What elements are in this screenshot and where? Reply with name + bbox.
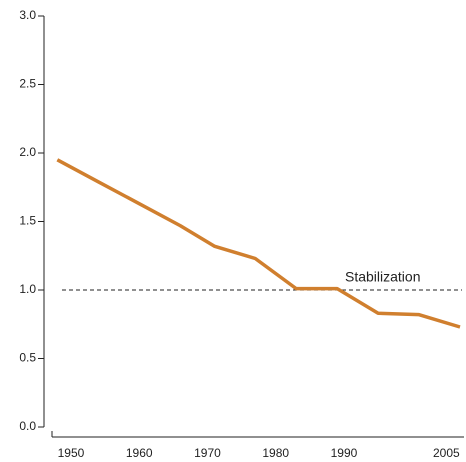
y-tick-label: 2.0 (19, 145, 36, 159)
y-tick-label: 3.0 (19, 8, 36, 22)
y-tick-label: 0.0 (19, 419, 36, 433)
data-line (56, 158, 461, 329)
x-tick-label: 1970 (194, 446, 221, 460)
x-tick-label: 1990 (331, 446, 358, 460)
y-tick-label: 1.0 (19, 282, 36, 296)
x-tick-label: 2005 (433, 446, 460, 460)
x-tick-label: 1980 (262, 446, 289, 460)
x-tick-label: 1950 (58, 446, 85, 460)
y-tick-label: 0.5 (19, 351, 36, 365)
annotation: Stabilization (345, 269, 421, 285)
x-tick-label: 1960 (126, 446, 153, 460)
y-tick-label: 2.5 (19, 77, 36, 91)
y-tick-label: 1.5 (19, 214, 36, 228)
